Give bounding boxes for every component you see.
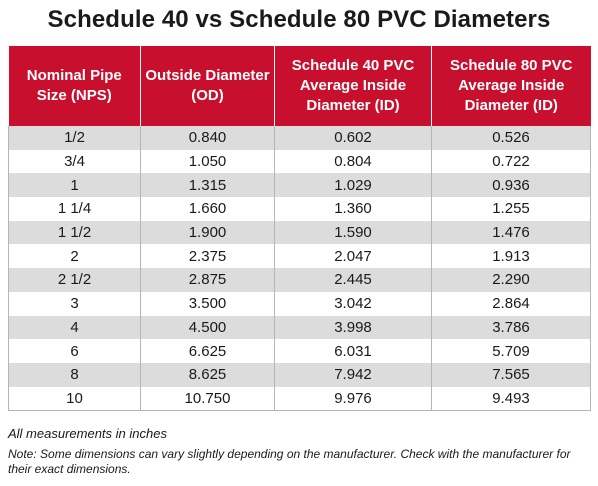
- cell-od: 1.900: [140, 220, 275, 245]
- cell-sch40-id: 1.360: [274, 197, 432, 221]
- cell-sch80-id: 7.565: [431, 362, 591, 387]
- cell-od: 0.840: [140, 126, 275, 150]
- table-row: 2 1/2 2.875 2.445 2.290: [8, 268, 591, 292]
- cell-od: 2.875: [140, 268, 275, 292]
- table-row: 8 8.625 7.942 7.565: [8, 362, 591, 387]
- cell-nps: 1: [8, 173, 141, 198]
- cell-nps: 4: [8, 315, 141, 340]
- table-row: 6 6.625 6.031 5.709: [8, 339, 591, 363]
- cell-sch40-id: 1.029: [274, 173, 432, 198]
- cell-od: 4.500: [140, 315, 275, 340]
- header-sch80-id: Schedule 80 PVC Average Inside Diameter …: [431, 46, 591, 126]
- table-row: 1 1.315 1.029 0.936: [8, 173, 591, 198]
- table-row: 3/4 1.050 0.804 0.722: [8, 149, 591, 174]
- cell-sch80-id: 0.722: [431, 149, 591, 174]
- cell-od: 1.315: [140, 173, 275, 198]
- table-row: 10 10.750 9.976 9.493: [8, 386, 591, 412]
- cell-nps: 3: [8, 291, 141, 316]
- cell-sch40-id: 6.031: [274, 339, 432, 363]
- cell-sch40-id: 7.942: [274, 362, 432, 387]
- cell-od: 1.050: [140, 149, 275, 174]
- cell-sch40-id: 3.998: [274, 315, 432, 340]
- header-row: Nominal Pipe Size (NPS) Outside Diameter…: [8, 46, 591, 126]
- table-row: 1 1/2 1.900 1.590 1.476: [8, 220, 591, 245]
- table-row: 1 1/4 1.660 1.360 1.255: [8, 197, 591, 221]
- header-od: Outside Diameter (OD): [140, 46, 275, 126]
- cell-nps: 1 1/4: [8, 197, 141, 221]
- table-header: Nominal Pipe Size (NPS) Outside Diameter…: [8, 46, 591, 126]
- cell-od: 2.375: [140, 244, 275, 269]
- cell-nps: 2: [8, 244, 141, 269]
- cell-sch80-id: 9.493: [431, 386, 591, 412]
- cell-sch80-id: 2.864: [431, 291, 591, 316]
- cell-sch40-id: 0.602: [274, 126, 432, 150]
- cell-sch40-id: 1.590: [274, 220, 432, 245]
- cell-od: 8.625: [140, 362, 275, 387]
- table-row: 2 2.375 2.047 1.913: [8, 244, 591, 269]
- cell-sch40-id: 0.804: [274, 149, 432, 174]
- cell-nps: 1/2: [8, 126, 141, 150]
- page-title: Schedule 40 vs Schedule 80 PVC Diameters: [47, 6, 551, 33]
- cell-sch40-id: 9.976: [274, 386, 432, 412]
- manufacturer-note: Note: Some dimensions can vary slightly …: [8, 447, 571, 476]
- cell-sch80-id: 1.913: [431, 244, 591, 269]
- cell-nps: 10: [8, 386, 141, 412]
- cell-nps: 8: [8, 362, 141, 387]
- cell-od: 6.625: [140, 339, 275, 363]
- cell-od: 3.500: [140, 291, 275, 316]
- header-nps: Nominal Pipe Size (NPS): [8, 46, 141, 126]
- table-body: 1/2 0.840 0.602 0.526 3/4 1.050 0.804 0.722 1 1.3…: [8, 126, 591, 412]
- table-row: 3 3.500 3.042 2.864: [8, 291, 591, 316]
- cell-od: 10.750: [140, 386, 275, 412]
- cell-sch40-id: 2.047: [274, 244, 432, 269]
- units-footnote: All measurements in inches: [8, 426, 167, 441]
- cell-sch80-id: 1.255: [431, 197, 591, 221]
- cell-nps: 1 1/2: [8, 220, 141, 245]
- cell-nps: 2 1/2: [8, 268, 141, 292]
- cell-nps: 3/4: [8, 149, 141, 174]
- pvc-diameter-table: Nominal Pipe Size (NPS) Outside Diameter…: [8, 46, 591, 412]
- cell-sch80-id: 2.290: [431, 268, 591, 292]
- cell-sch80-id: 0.936: [431, 173, 591, 198]
- cell-sch80-id: 1.476: [431, 220, 591, 245]
- cell-nps: 6: [8, 339, 141, 363]
- cell-sch80-id: 5.709: [431, 339, 591, 363]
- cell-sch80-id: 0.526: [431, 126, 591, 150]
- table-row: 1/2 0.840 0.602 0.526: [8, 126, 591, 150]
- table-row: 4 4.500 3.998 3.786: [8, 315, 591, 340]
- cell-sch40-id: 2.445: [274, 268, 432, 292]
- cell-sch80-id: 3.786: [431, 315, 591, 340]
- cell-sch40-id: 3.042: [274, 291, 432, 316]
- header-sch40-id: Schedule 40 PVC Average Inside Diameter …: [274, 46, 432, 126]
- cell-od: 1.660: [140, 197, 275, 221]
